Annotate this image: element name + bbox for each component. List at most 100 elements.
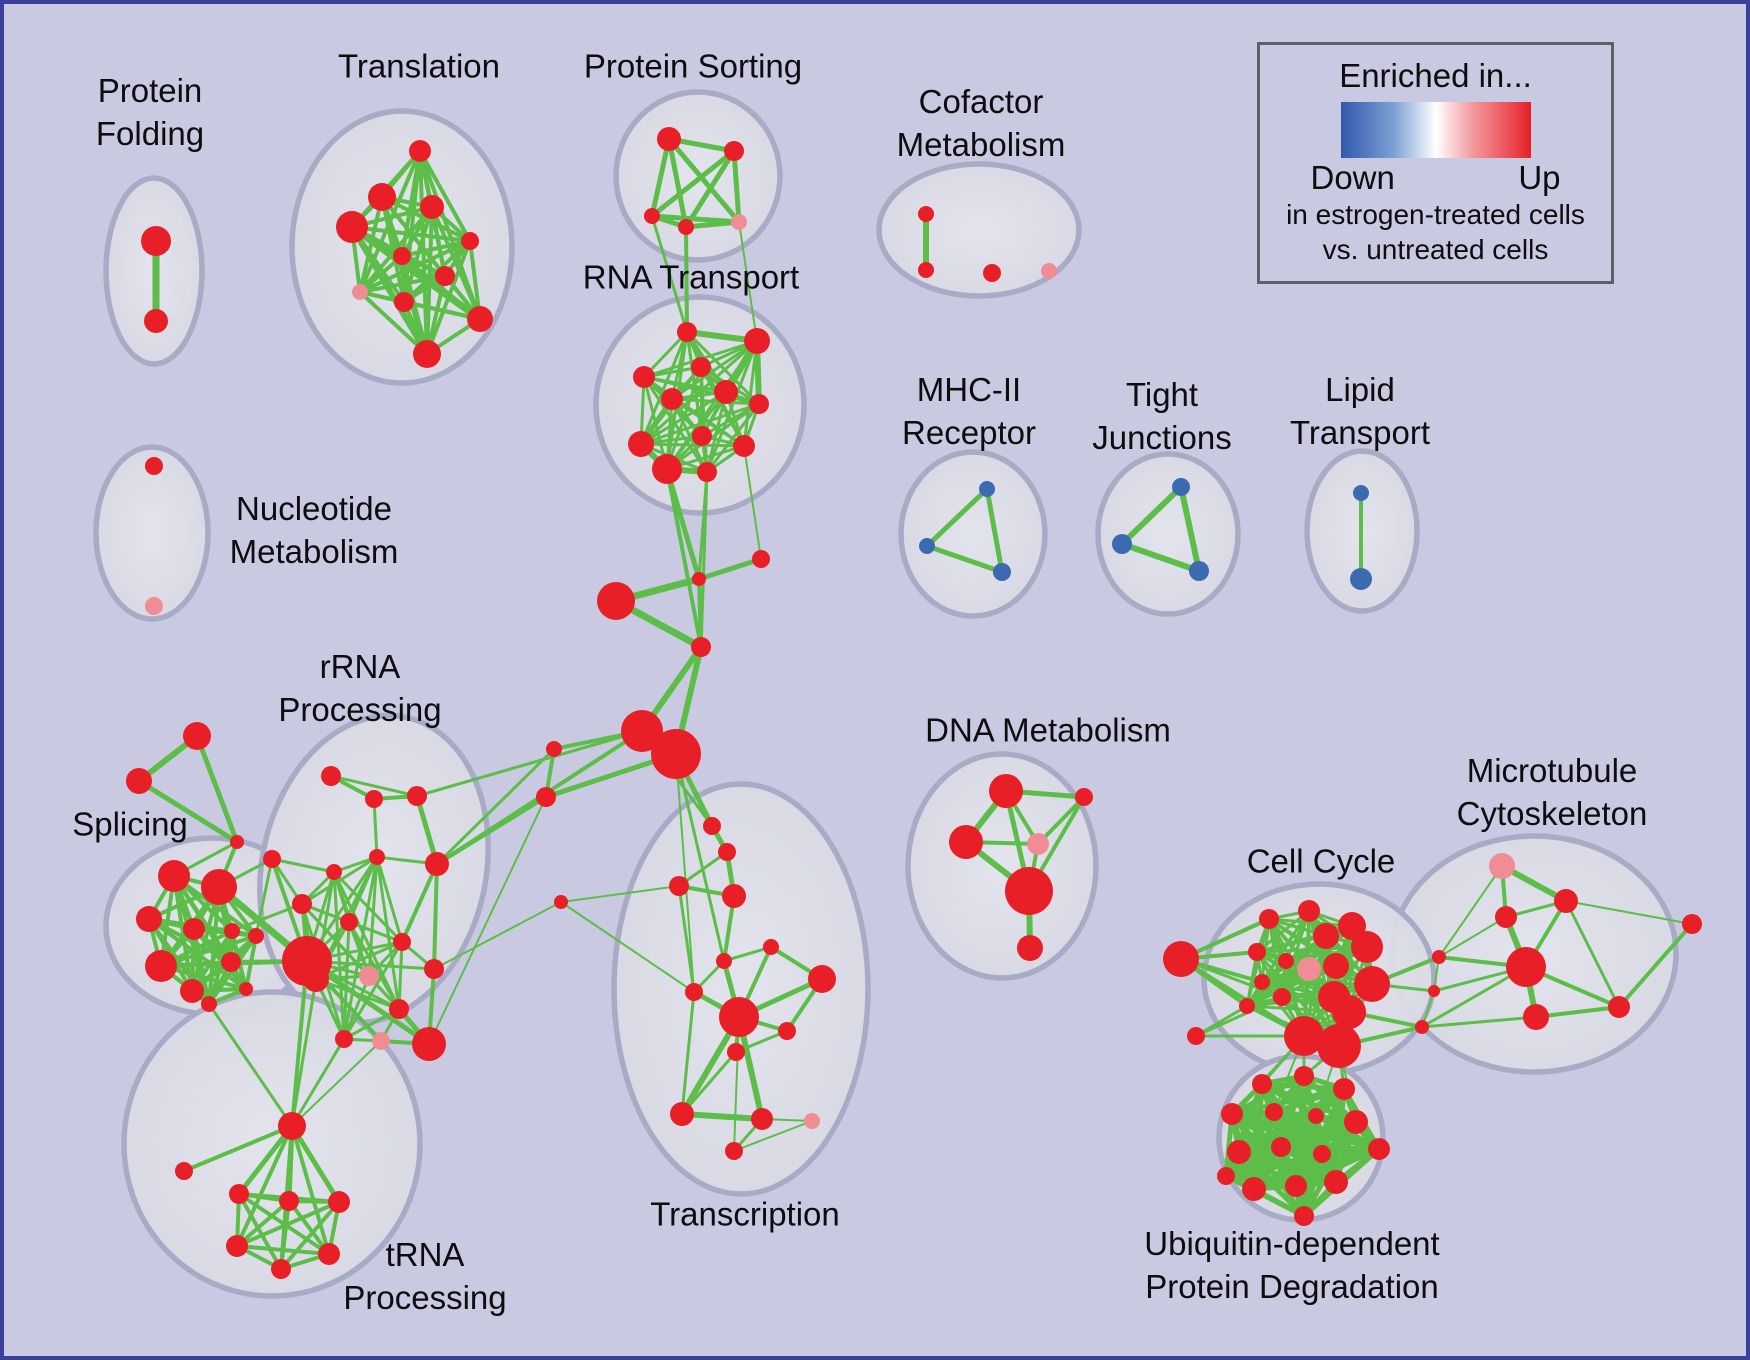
- network-node: [126, 768, 152, 794]
- network-edge: [279, 1199, 291, 1271]
- network-node: [221, 952, 241, 972]
- network-node: [1273, 988, 1291, 1006]
- network-edge: [642, 375, 761, 406]
- network-edge: [639, 339, 759, 446]
- network-node: [669, 876, 689, 896]
- network-node: [554, 895, 568, 909]
- network-node: [1163, 941, 1199, 977]
- network-node: [1112, 534, 1132, 554]
- network-node: [1252, 1074, 1272, 1094]
- network-node: [804, 1113, 820, 1129]
- network-node: [201, 869, 237, 905]
- network-edge: [683, 148, 737, 230]
- network-node: [201, 996, 217, 1012]
- network-edge: [639, 330, 689, 446]
- network-edge: [1617, 922, 1694, 1009]
- network-node: [183, 722, 211, 750]
- network-node: [691, 637, 711, 657]
- network-node: [644, 208, 660, 224]
- network-node: [919, 538, 935, 554]
- network-node: [1415, 1020, 1429, 1034]
- network-node: [1432, 950, 1446, 964]
- network-node: [1172, 478, 1190, 496]
- network-node: [1428, 985, 1440, 997]
- network-node: [239, 982, 253, 996]
- network-node: [145, 597, 163, 615]
- network-edge: [435, 747, 556, 866]
- network-node: [1313, 923, 1339, 949]
- network-edge: [400, 862, 439, 944]
- network-node: [685, 983, 703, 1001]
- network-node: [979, 481, 995, 497]
- legend: Enriched in... Down Up in estrogen-treat…: [1257, 42, 1614, 284]
- network-node: [425, 852, 449, 876]
- network-edge: [329, 774, 419, 798]
- network-node: [1489, 853, 1515, 879]
- network-node: [467, 306, 493, 332]
- network-edge: [733, 1120, 813, 1152]
- network-edge: [1255, 909, 1311, 954]
- network-node: [1278, 953, 1294, 969]
- network-node: [763, 939, 779, 955]
- network-edge: [1229, 1073, 1307, 1117]
- network-node: [1259, 909, 1279, 929]
- network-node: [413, 340, 441, 368]
- network-edge: [289, 1123, 342, 1205]
- network-node: [180, 979, 204, 1003]
- network-edge: [432, 862, 439, 971]
- network-edge: [194, 733, 240, 845]
- network-node: [158, 860, 190, 892]
- network-node: [1187, 1027, 1205, 1045]
- network-edge: [342, 974, 371, 1041]
- network-node: [420, 195, 444, 219]
- network-node: [369, 849, 385, 865]
- network-edge: [425, 239, 472, 356]
- network-edge: [235, 1124, 294, 1248]
- network-node: [1298, 900, 1320, 922]
- network-node: [1608, 996, 1630, 1018]
- network-edge: [300, 902, 401, 1011]
- network-edge: [207, 1002, 294, 1128]
- network-edge: [182, 1124, 294, 1173]
- network-edge: [560, 901, 695, 993]
- network-edge: [639, 402, 761, 446]
- node-layer: [126, 127, 1702, 1279]
- network-node: [292, 894, 312, 914]
- network-edge: [649, 148, 737, 219]
- network-node: [1285, 1175, 1307, 1197]
- network-node: [359, 966, 379, 986]
- network-node: [1332, 995, 1366, 1029]
- cluster-ellipse-mhc: [898, 449, 1048, 619]
- network-node: [1297, 957, 1321, 981]
- network-node: [318, 1243, 340, 1265]
- network-node: [657, 127, 681, 151]
- network-node: [744, 328, 770, 354]
- network-edge: [1119, 541, 1202, 574]
- network-node: [536, 787, 556, 807]
- network-node: [670, 1102, 694, 1126]
- network-edge: [358, 290, 429, 356]
- network-node: [1217, 1167, 1235, 1185]
- network-node: [918, 262, 934, 278]
- network-canvas: [93, 89, 1702, 1299]
- network-node: [918, 206, 934, 222]
- network-edge: [560, 885, 680, 903]
- network-edge: [400, 239, 472, 258]
- network-edge: [235, 1200, 341, 1248]
- network-edge: [136, 778, 240, 845]
- network-node: [1317, 1024, 1361, 1068]
- network-edge: [649, 136, 672, 219]
- network-node: [1323, 953, 1349, 979]
- network-node: [1333, 1078, 1355, 1100]
- network-node: [1313, 1145, 1331, 1163]
- network-node: [949, 825, 983, 859]
- network-edge: [291, 1040, 382, 1127]
- network-edge: [684, 225, 689, 334]
- network-node: [597, 582, 635, 620]
- network-node: [714, 380, 738, 404]
- network-edge: [1438, 916, 1507, 958]
- network-edge: [722, 945, 773, 963]
- network-edge: [254, 857, 274, 938]
- network-node: [424, 959, 444, 979]
